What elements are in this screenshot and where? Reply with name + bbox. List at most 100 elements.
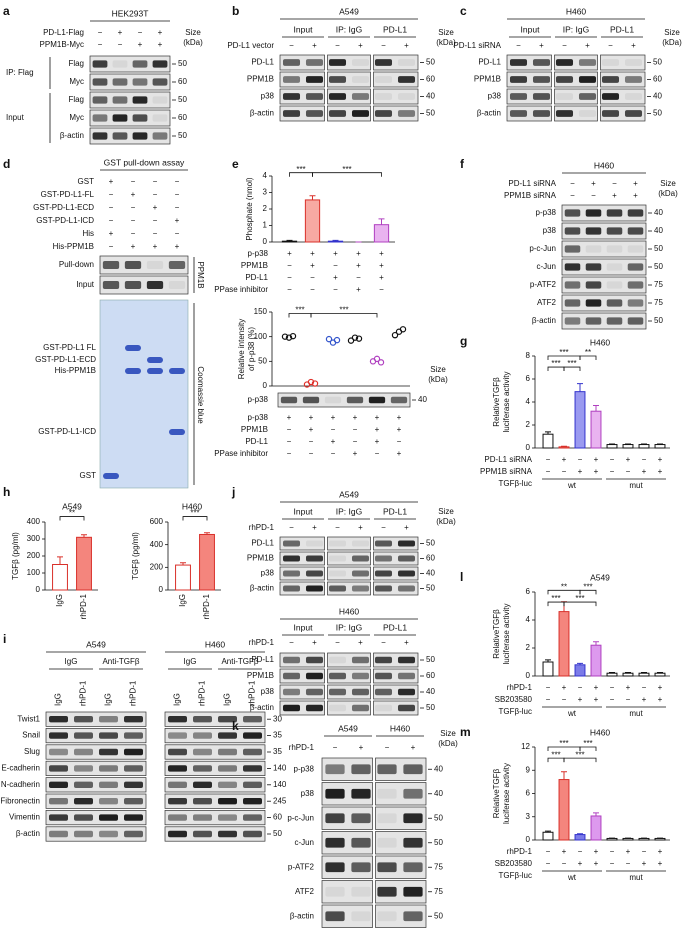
- condition-sign: −: [310, 285, 315, 294]
- condition-name: rhPD-1: [249, 638, 275, 647]
- condition-sign: −: [642, 847, 647, 856]
- blot-box: [45, 777, 147, 793]
- condition-sign: +: [333, 273, 338, 282]
- blot-box: [327, 566, 371, 581]
- condition-sign: −: [131, 203, 136, 212]
- band: [397, 76, 416, 83]
- significance-label: ***: [551, 359, 560, 368]
- condition-sign: −: [546, 695, 551, 704]
- band: [509, 110, 528, 117]
- band: [124, 814, 143, 821]
- blot-name: ATF2: [537, 298, 557, 307]
- band: [92, 78, 108, 86]
- error-bar: [545, 830, 551, 833]
- condition-sign: +: [333, 249, 338, 258]
- condition-sign: +: [539, 41, 544, 50]
- band: [282, 656, 301, 664]
- band: [351, 862, 371, 873]
- blot-title: A549: [339, 489, 359, 499]
- condition-sign: +: [578, 859, 583, 868]
- error-bar: [641, 443, 647, 445]
- band: [403, 837, 423, 848]
- blot-box: [327, 551, 371, 566]
- size-header: Size: [660, 179, 676, 188]
- y-tick-label: 600: [150, 517, 164, 526]
- blot-box: [45, 760, 147, 776]
- blot-box: [89, 91, 171, 109]
- band: [555, 59, 574, 66]
- blot-box: [373, 566, 419, 581]
- band: [243, 798, 262, 805]
- panel-label: f: [460, 157, 465, 171]
- blot-box: [375, 855, 427, 879]
- condition-sign: −: [109, 216, 114, 225]
- y-tick-label: 0: [159, 585, 164, 594]
- blot-box: [279, 581, 325, 596]
- blot-box: [373, 551, 419, 566]
- band: [351, 59, 370, 66]
- condition-sign: −: [131, 216, 136, 225]
- bar: [638, 672, 650, 677]
- column-header: IP: IgG: [563, 24, 589, 34]
- condition-name: PD-L1 siRNA: [484, 455, 532, 464]
- band: [403, 764, 423, 775]
- band: [351, 540, 370, 547]
- band: [168, 798, 187, 805]
- blot-name: Slug: [24, 747, 40, 756]
- band: [92, 96, 108, 104]
- band: [351, 813, 371, 824]
- band: [351, 585, 370, 592]
- bar: [281, 240, 298, 243]
- size-label: 50: [426, 584, 435, 593]
- band: [152, 132, 168, 140]
- band: [578, 76, 597, 83]
- dot: [373, 355, 381, 363]
- condition-sign: +: [594, 847, 599, 856]
- band: [377, 862, 397, 873]
- condition-name: GST-PD-L1-ICD: [36, 216, 94, 225]
- condition-sign: +: [658, 859, 663, 868]
- error-bar: [593, 812, 599, 816]
- error-bar: [593, 404, 599, 412]
- y-tick-label: 4: [526, 397, 531, 406]
- condition-sign: +: [358, 638, 363, 647]
- blot-box: [279, 551, 325, 566]
- blot-title: H460: [594, 160, 615, 170]
- dot: [399, 326, 407, 333]
- y-tick-label: 3: [263, 188, 268, 197]
- band: [49, 732, 68, 739]
- blot-box: [327, 700, 371, 716]
- column-header: Input: [294, 24, 314, 34]
- significance-label: ***: [575, 750, 584, 759]
- size-label: 60: [426, 671, 435, 680]
- band: [601, 59, 620, 66]
- size-label: 40: [426, 687, 435, 696]
- band: [606, 263, 623, 271]
- panel-label: m: [460, 725, 471, 739]
- blot-box: [506, 54, 552, 71]
- band: [374, 656, 393, 664]
- condition-sign: +: [375, 437, 380, 446]
- condition-sign: −: [353, 437, 358, 446]
- blot-name: PD-L1: [251, 58, 274, 67]
- size-label: 40: [426, 569, 435, 578]
- column-header: Input: [521, 24, 541, 34]
- band: [74, 732, 93, 739]
- band: [377, 813, 397, 824]
- band: [377, 788, 397, 799]
- condition-sign: −: [356, 273, 361, 282]
- band: [585, 317, 602, 325]
- y-axis-label: RelativeTGFβ: [492, 609, 501, 659]
- band: [282, 110, 301, 117]
- band: [627, 245, 644, 253]
- band: [305, 110, 324, 117]
- condition-sign: +: [375, 413, 380, 422]
- band: [564, 299, 581, 307]
- band: [168, 732, 187, 739]
- band: [351, 93, 370, 100]
- blot-box: [327, 652, 371, 668]
- panel-label: a: [3, 4, 10, 18]
- band: [218, 748, 237, 756]
- blot-box: [89, 73, 171, 91]
- blot-box: [164, 793, 266, 809]
